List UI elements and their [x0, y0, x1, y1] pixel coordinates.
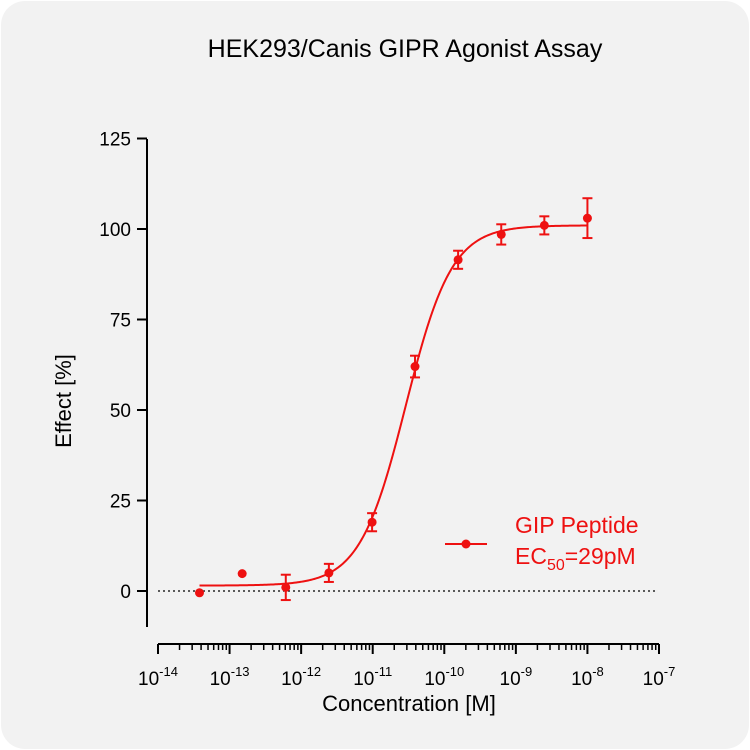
data-point: [323, 562, 334, 583]
fit-curve: [199, 224, 588, 587]
y-tick-label: 100: [99, 220, 131, 241]
legend-marker: [461, 539, 471, 549]
data-point: [539, 215, 550, 236]
data-point: [237, 569, 247, 579]
data-points: [194, 197, 593, 602]
point-marker: [496, 229, 506, 239]
point-marker: [453, 255, 463, 265]
point-marker: [237, 569, 247, 579]
legend-series-name: GIP Peptide: [515, 512, 639, 538]
data-point: [582, 197, 593, 240]
data-point: [453, 249, 464, 270]
y-tick-label: 0: [120, 582, 131, 603]
x-tick-label: 10-11: [353, 664, 392, 690]
point-marker: [367, 517, 377, 527]
data-point: [496, 223, 507, 246]
data-point: [194, 588, 204, 598]
point-marker: [410, 362, 420, 372]
y-tick-label: 125: [99, 130, 131, 151]
legend-ec50: EC50=29pM: [515, 543, 636, 574]
x-axis: 10-14 10-13 10-12 10-11 10-10 10-9 10-8 10-7: [138, 643, 676, 690]
point-marker: [194, 588, 204, 598]
x-tick-label: 10-8: [571, 664, 604, 690]
point-marker: [281, 582, 291, 592]
point-marker: [539, 220, 549, 230]
y-tick-label: 25: [110, 492, 131, 513]
x-tick-label: 10-14: [138, 664, 178, 690]
data-point: [367, 512, 378, 533]
point-marker: [324, 568, 334, 578]
x-tick-label: 10-13: [210, 664, 250, 690]
y-axis-label: Effect [%]: [51, 354, 76, 448]
point-marker: [582, 213, 592, 223]
y-axis: 0 25 50 75 100 125: [99, 130, 148, 627]
ec50-prefix: EC: [515, 543, 547, 569]
y-tick-label: 50: [110, 401, 131, 422]
data-point: [280, 573, 291, 602]
ec50-value: =29pM: [565, 543, 636, 569]
x-tick-label: 10-10: [424, 664, 464, 690]
chart-title: HEK293/Canis GIPR Agonist Assay: [208, 35, 603, 63]
ec50-subscript: 50: [547, 557, 565, 574]
x-tick-label: 10-7: [643, 664, 676, 690]
x-tick-label: 10-12: [281, 664, 321, 690]
x-tick-label: 10-9: [500, 664, 533, 690]
y-tick-label: 75: [110, 311, 131, 332]
x-axis-label: Concentration [M]: [322, 691, 496, 716]
data-point: [410, 354, 421, 379]
legend: GIP Peptide EC50=29pM: [445, 512, 639, 574]
